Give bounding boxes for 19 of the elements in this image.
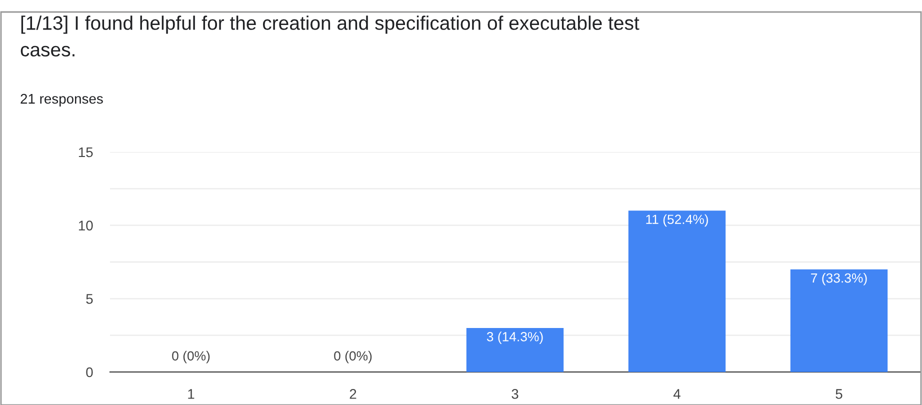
chart-title: [1/13] I found helpful for the creation and specification of executable test cases. [20,16,640,57]
data-label: 3 (14.3%) [486,332,543,344]
x-tick-label: 3 [512,389,518,399]
bar [466,328,564,372]
chart-subtitle: 21 responses [20,94,103,106]
bar [790,269,888,372]
data-label: 0 (0%) [172,350,210,364]
x-tick-label: 2 [350,389,356,399]
x-tick-label: 1 [188,389,194,399]
data-label: 11 (52.4%) [646,214,708,227]
bar [628,210,726,372]
data-label: 0 (0%) [334,350,372,364]
y-tick-label: 5 [86,294,93,304]
x-tick-label: 4 [673,389,680,399]
x-tick-label: 5 [836,389,842,399]
data-label: 7 (33.3%) [811,273,867,286]
y-tick-label: 0 [86,367,93,378]
y-tick-label: 10 [78,220,93,231]
y-tick-label: 15 [78,147,93,158]
